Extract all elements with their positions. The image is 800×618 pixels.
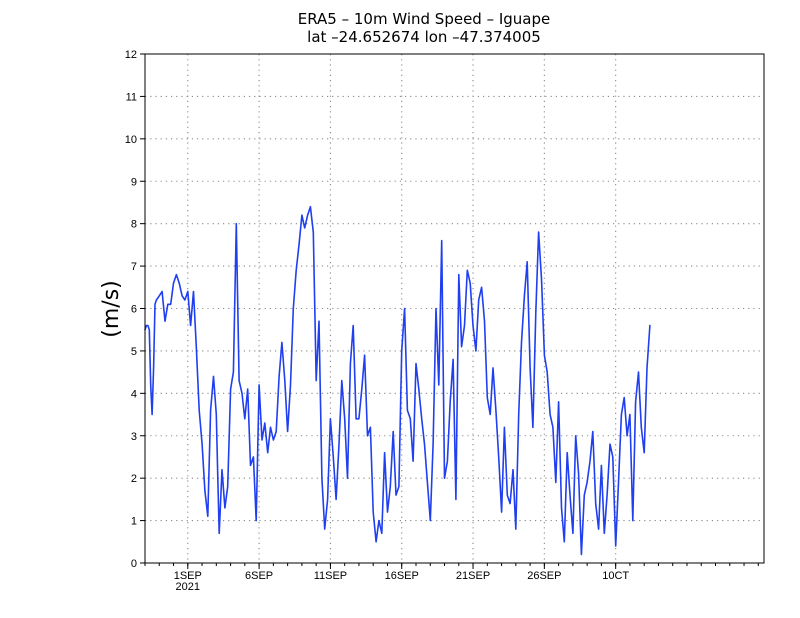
y-axis-label: (m/s) xyxy=(99,280,124,337)
y-tick-label: 4 xyxy=(131,388,137,400)
series-layer xyxy=(144,205,651,556)
wind-speed-series-line xyxy=(144,205,651,556)
y-tick-label: 10 xyxy=(125,134,137,146)
y-tick-label: 2 xyxy=(131,473,137,485)
y-tick-label: 9 xyxy=(131,176,137,188)
x-tick-sublabel: 2021 xyxy=(176,581,200,593)
y-tick-label: 7 xyxy=(131,261,137,273)
y-tick-label: 8 xyxy=(131,219,137,231)
chart-subtitle: lat –24.652674 lon –47.374005 xyxy=(307,28,541,46)
x-tick-label: 6SEP xyxy=(245,570,273,582)
x-tick-label: 26SEP xyxy=(527,570,561,582)
x-tick-label: 10CT xyxy=(602,570,629,582)
x-tick-label: 16SEP xyxy=(385,570,419,582)
y-tick-label: 11 xyxy=(126,91,137,103)
y-tick-label: 5 xyxy=(131,346,137,358)
y-tick-label: 12 xyxy=(125,49,137,61)
x-tick-label: 1SEP xyxy=(174,570,202,582)
chart-title: ERA5 – 10m Wind Speed – Iguape xyxy=(298,10,551,28)
x-tick-label: 11SEP xyxy=(314,570,347,582)
y-tick-label: 6 xyxy=(131,304,137,316)
grid-layer xyxy=(145,54,764,563)
y-tick-label: 0 xyxy=(131,558,137,570)
y-tick-label: 1 xyxy=(131,516,137,528)
x-tick-label: 21SEP xyxy=(456,570,490,582)
y-tick-label: 3 xyxy=(131,431,137,443)
